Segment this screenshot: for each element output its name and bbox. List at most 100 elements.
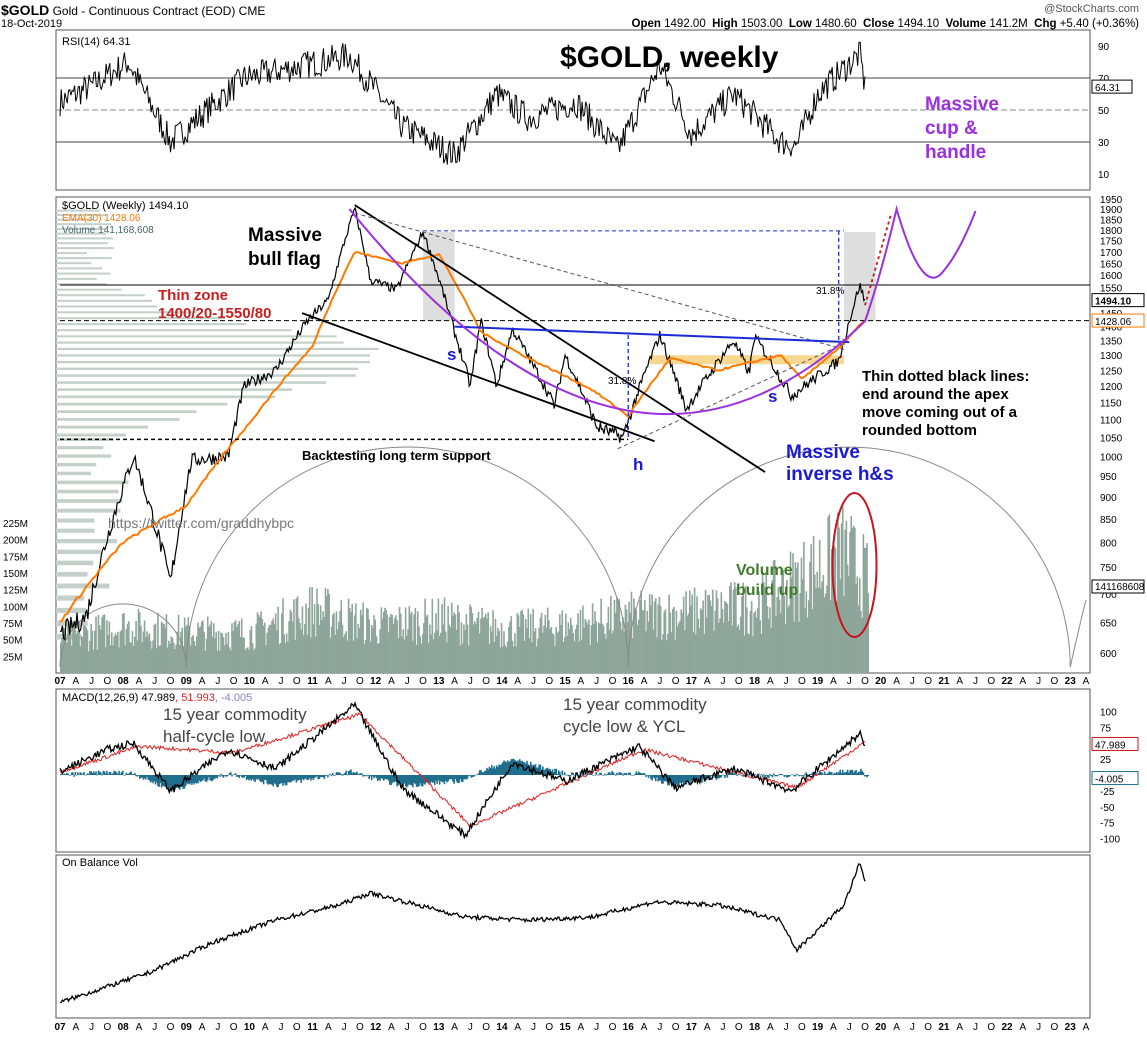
volume-bar <box>311 586 313 673</box>
macd-histogram-bar <box>333 775 335 776</box>
macd-histogram-bar <box>330 775 333 777</box>
macd-histogram-bar <box>253 775 255 781</box>
volume-bar <box>124 645 126 673</box>
volume-bar <box>732 589 735 673</box>
macd-histogram-bar <box>494 768 497 775</box>
macd-histogram-bar <box>866 775 868 778</box>
volume-bar <box>270 624 272 673</box>
macd-histogram-bar <box>81 774 84 776</box>
macd-histogram-bar <box>447 775 449 782</box>
volume-bar <box>518 627 521 673</box>
volume-by-price-bar <box>56 454 112 458</box>
volume-bar <box>778 599 781 673</box>
macd-histogram-bar <box>279 775 282 784</box>
volume-bar <box>197 622 199 673</box>
macd-histogram-bar <box>814 772 816 775</box>
x-tick-label: A <box>641 1022 648 1033</box>
macd-histogram-bar <box>828 771 831 775</box>
volume-bar <box>457 604 459 673</box>
macd-histogram-bar <box>729 772 731 775</box>
volume-bar <box>727 620 730 673</box>
volume-bar <box>285 633 288 673</box>
volume-bar <box>776 596 778 673</box>
volume-bar <box>861 617 863 673</box>
volume-bar <box>421 634 424 673</box>
x-tick-label: 22 <box>1002 1022 1014 1033</box>
volume-bar <box>546 607 549 673</box>
volume-bar <box>679 620 681 673</box>
macd-histogram-bar <box>168 775 170 790</box>
macd-histogram-bar <box>350 769 352 775</box>
volume-bar <box>265 645 267 673</box>
macd-histogram-bar <box>263 775 266 780</box>
volume-bar <box>141 642 143 673</box>
macd-histogram-bar <box>293 775 295 781</box>
macd-histogram-bar <box>290 775 293 782</box>
macd-histogram-bar <box>138 775 141 779</box>
macd-legend: MACD(12,26,9) 47.989, 51.993, -4.005 <box>62 692 252 704</box>
volume-by-price-bar <box>56 446 104 450</box>
macd-histogram-bar <box>657 775 659 782</box>
macd-histogram-bar <box>200 775 203 781</box>
macd-histogram-bar <box>653 775 656 779</box>
volume-bar <box>301 606 304 673</box>
volume-bar <box>293 599 295 673</box>
volume-bar <box>358 628 361 673</box>
volume-by-price-bar <box>56 549 101 555</box>
volume-bar <box>756 608 759 673</box>
low-label: Low <box>788 18 812 30</box>
volume-bar <box>244 649 247 673</box>
volume-bar <box>367 608 369 673</box>
volume-tick-label: 100M <box>3 602 28 613</box>
volume-bar <box>488 643 491 673</box>
volume-bar <box>379 629 381 673</box>
volume-bar <box>289 609 292 673</box>
volume-bar <box>635 610 638 673</box>
macd-histogram-bar <box>91 773 94 775</box>
volume-legend: Volume 141,168,608 <box>62 225 154 236</box>
macd-histogram-bar <box>89 771 91 775</box>
macd-histogram-bar <box>754 774 757 775</box>
macd-histogram-bar <box>83 771 85 775</box>
volume-bar <box>243 637 245 673</box>
volume-bar <box>463 624 465 673</box>
macd-histogram-bar <box>154 775 157 785</box>
macd-histogram-bar <box>124 775 126 776</box>
macd-histogram-bar <box>401 775 403 784</box>
volume-bar <box>251 643 254 673</box>
macd-histogram-bar <box>735 774 737 776</box>
volume-bar <box>442 624 445 673</box>
volume-bar <box>795 568 798 673</box>
volume-bar <box>535 646 538 673</box>
volume-bar <box>198 627 201 673</box>
macd-histogram-bar <box>246 775 249 780</box>
volume-tick-label: 75M <box>3 619 22 630</box>
volume-bar <box>211 636 214 673</box>
volume-bar <box>512 646 515 673</box>
volume-by-price-bar <box>56 252 88 255</box>
macd-histogram-bar <box>612 772 615 775</box>
x-tick-label: J <box>1036 1022 1041 1033</box>
volume-bar <box>339 611 341 673</box>
half-cycle-label: 15 year commodity <box>163 705 307 724</box>
volume-bar <box>834 547 837 673</box>
macd-histogram-bar <box>766 775 769 778</box>
volume-bar <box>753 612 755 673</box>
obv-panel-frame <box>55 854 1091 1019</box>
volume-bar <box>516 613 519 673</box>
x-tick-label: A <box>325 1022 332 1033</box>
macd-histogram-bar <box>685 775 687 785</box>
macd-histogram-bar <box>511 758 514 775</box>
volume-by-price-bar <box>56 223 112 226</box>
macd-histogram-bar <box>225 775 227 777</box>
volume-bar <box>548 620 550 673</box>
macd-histogram-bar <box>472 775 475 777</box>
cup-handle-label: cup & <box>925 118 978 139</box>
macd-histogram-bar <box>379 775 381 781</box>
macd-histogram-bar <box>673 775 675 786</box>
volume-by-price-bar <box>56 560 94 566</box>
volume-by-price-bar <box>56 288 122 291</box>
volume-bar <box>222 637 225 673</box>
volume-bar <box>843 596 845 673</box>
macd-histogram-bar <box>423 775 425 784</box>
